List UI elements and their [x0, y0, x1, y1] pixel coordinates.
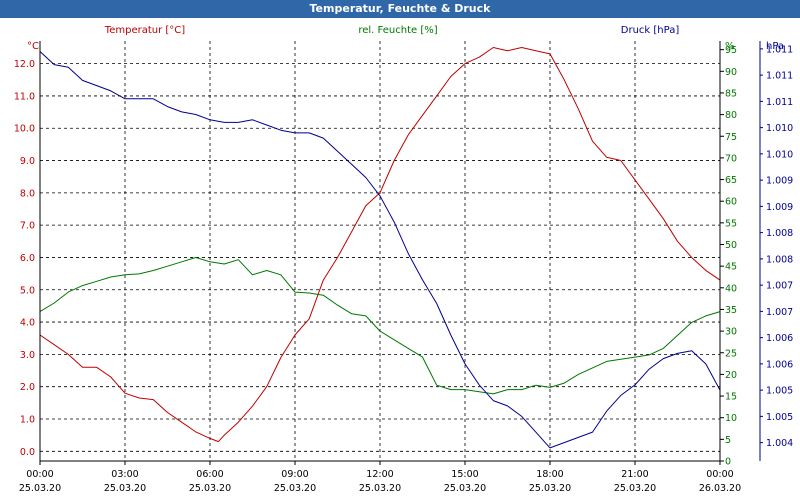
pressure-tick-label: 1.005 — [766, 412, 793, 423]
temperature-tick-label: 11.0 — [14, 91, 35, 102]
humidity-tick-label: 20 — [725, 370, 737, 381]
temperature-tick-label: 6.0 — [20, 253, 35, 264]
humidity-tick-label: 80 — [725, 110, 737, 121]
time-tick-label: 03:00 — [111, 469, 138, 480]
temperature-tick-label: 1.0 — [20, 415, 35, 426]
pressure-axis: 1.004 1.005 1.005 1.006 1.006 1.007 1.007 1.008… — [760, 44, 793, 449]
humidity-tick-label: 60 — [725, 197, 737, 208]
pressure-tick-label: 1.006 — [766, 333, 793, 344]
date-tick-label: 25.03.20 — [359, 483, 401, 494]
temperature-tick-label: 4.0 — [20, 318, 35, 329]
time-tick-label: 15:00 — [451, 469, 478, 480]
humidity-tick-label: 40 — [725, 283, 737, 294]
pressure-tick-label: 1.007 — [766, 307, 793, 318]
humidity-tick-label: 90 — [725, 67, 737, 78]
chart-area: 0.0 1.0 2.0 3.0 4.0 5.0 6.0 7.0 8.0 9.0 10.0 11.0 12… — [0, 18, 800, 500]
temperature-axis-title: Temperatur [°C] — [104, 25, 185, 36]
date-tick-label: 25.03.20 — [274, 483, 316, 494]
date-tick-label: 25.03.20 — [444, 483, 486, 494]
pressure-tick-label: 1.006 — [766, 359, 793, 370]
humidity-tick-label: 30 — [725, 327, 737, 338]
humidity-axis: 0 5 10 15 20 25 30 35 40 45 50 55 60 65 70 75 80 85 90 95 — [720, 45, 737, 468]
temperature-tick-label: 8.0 — [20, 188, 35, 199]
temperature-axis: 0.0 1.0 2.0 3.0 4.0 5.0 6.0 7.0 8.0 9.0 10.0 11.0 12… — [14, 59, 35, 458]
temperature-tick-label: 5.0 — [20, 285, 35, 296]
date-tick-label: 25.03.20 — [189, 483, 231, 494]
humidity-tick-label: 45 — [725, 262, 737, 273]
date-tick-label: 25.03.20 — [529, 483, 571, 494]
temperature-tick-label: 3.0 — [20, 350, 35, 361]
time-tick-label: 12:00 — [366, 469, 393, 480]
date-tick-label: 25.03.20 — [614, 483, 656, 494]
date-tick-label: 25.03.20 — [19, 483, 61, 494]
series-line-pressure — [39, 51, 721, 449]
date-tick-label: 25.03.20 — [104, 483, 146, 494]
date-tick-label: 26.03.20 — [699, 483, 741, 494]
pressure-tick-label: 1.011 — [766, 71, 793, 82]
temperature-tick-label: 7.0 — [20, 221, 35, 232]
plot-frame — [39, 41, 761, 462]
series-line-humidity — [39, 257, 721, 395]
time-tick-label: 21:00 — [621, 469, 648, 480]
pressure-tick-label: 1.008 — [766, 254, 793, 265]
pressure-tick-label: 1.009 — [766, 176, 793, 187]
humidity-tick-label: 25 — [725, 348, 737, 359]
pressure-tick-label: 1.008 — [766, 228, 793, 239]
pressure-tick-label: 1.010 — [766, 123, 793, 134]
pressure-tick-label: 1.010 — [766, 149, 793, 160]
humidity-tick-label: 95 — [725, 45, 737, 56]
window-title: Temperatur, Feuchte & Druck — [0, 0, 800, 18]
series-line-temperature — [39, 47, 721, 443]
line-chart: 0.0 1.0 2.0 3.0 4.0 5.0 6.0 7.0 8.0 9.0 10.0 11.0 12… — [14, 25, 793, 494]
humidity-tick-label: 65 — [725, 175, 737, 186]
humidity-tick-label: 0 — [725, 457, 731, 468]
humidity-axis-title: rel. Feuchte [%] — [358, 25, 437, 36]
humidity-unit: % — [725, 41, 735, 52]
axis-headers: Temperatur [°C] rel. Feuchte [%] Druck [… — [27, 25, 784, 52]
humidity-tick-label: 10 — [725, 413, 737, 424]
pressure-axis-title: Druck [hPa] — [621, 25, 680, 36]
pressure-tick-label: 1.011 — [766, 97, 793, 108]
temperature-tick-label: 0.0 — [20, 447, 35, 458]
pressure-tick-label: 1.004 — [766, 438, 793, 449]
pressure-tick-label: 1.009 — [766, 202, 793, 213]
humidity-tick-label: 75 — [725, 132, 737, 143]
time-tick-label: 00:00 — [706, 469, 733, 480]
pressure-tick-label: 1.005 — [766, 386, 793, 397]
humidity-tick-label: 70 — [725, 153, 737, 164]
humidity-tick-label: 5 — [725, 435, 731, 446]
time-axis: 00:00 25.03.20 03:00 25.03.20 06:00 25.03.20 0… — [19, 461, 741, 494]
temperature-tick-label: 2.0 — [20, 382, 35, 393]
time-tick-label: 00:00 — [26, 469, 53, 480]
humidity-tick-label: 35 — [725, 305, 737, 316]
temperature-unit: °C — [27, 41, 39, 52]
time-tick-label: 06:00 — [196, 469, 223, 480]
humidity-tick-label: 55 — [725, 218, 737, 229]
humidity-tick-label: 15 — [725, 392, 737, 403]
time-tick-label: 18:00 — [536, 469, 563, 480]
temperature-tick-label: 9.0 — [20, 156, 35, 167]
humidity-tick-label: 85 — [725, 88, 737, 99]
grid-lines — [40, 41, 720, 461]
humidity-tick-label: 50 — [725, 240, 737, 251]
pressure-tick-label: 1.007 — [766, 281, 793, 292]
temperature-tick-label: 12.0 — [14, 59, 35, 70]
time-tick-label: 09:00 — [281, 469, 308, 480]
series-lines — [39, 47, 721, 449]
temperature-tick-label: 10.0 — [14, 124, 35, 135]
pressure-tick-label: 1.011 — [766, 44, 793, 55]
pressure-unit: hPa — [766, 41, 784, 52]
